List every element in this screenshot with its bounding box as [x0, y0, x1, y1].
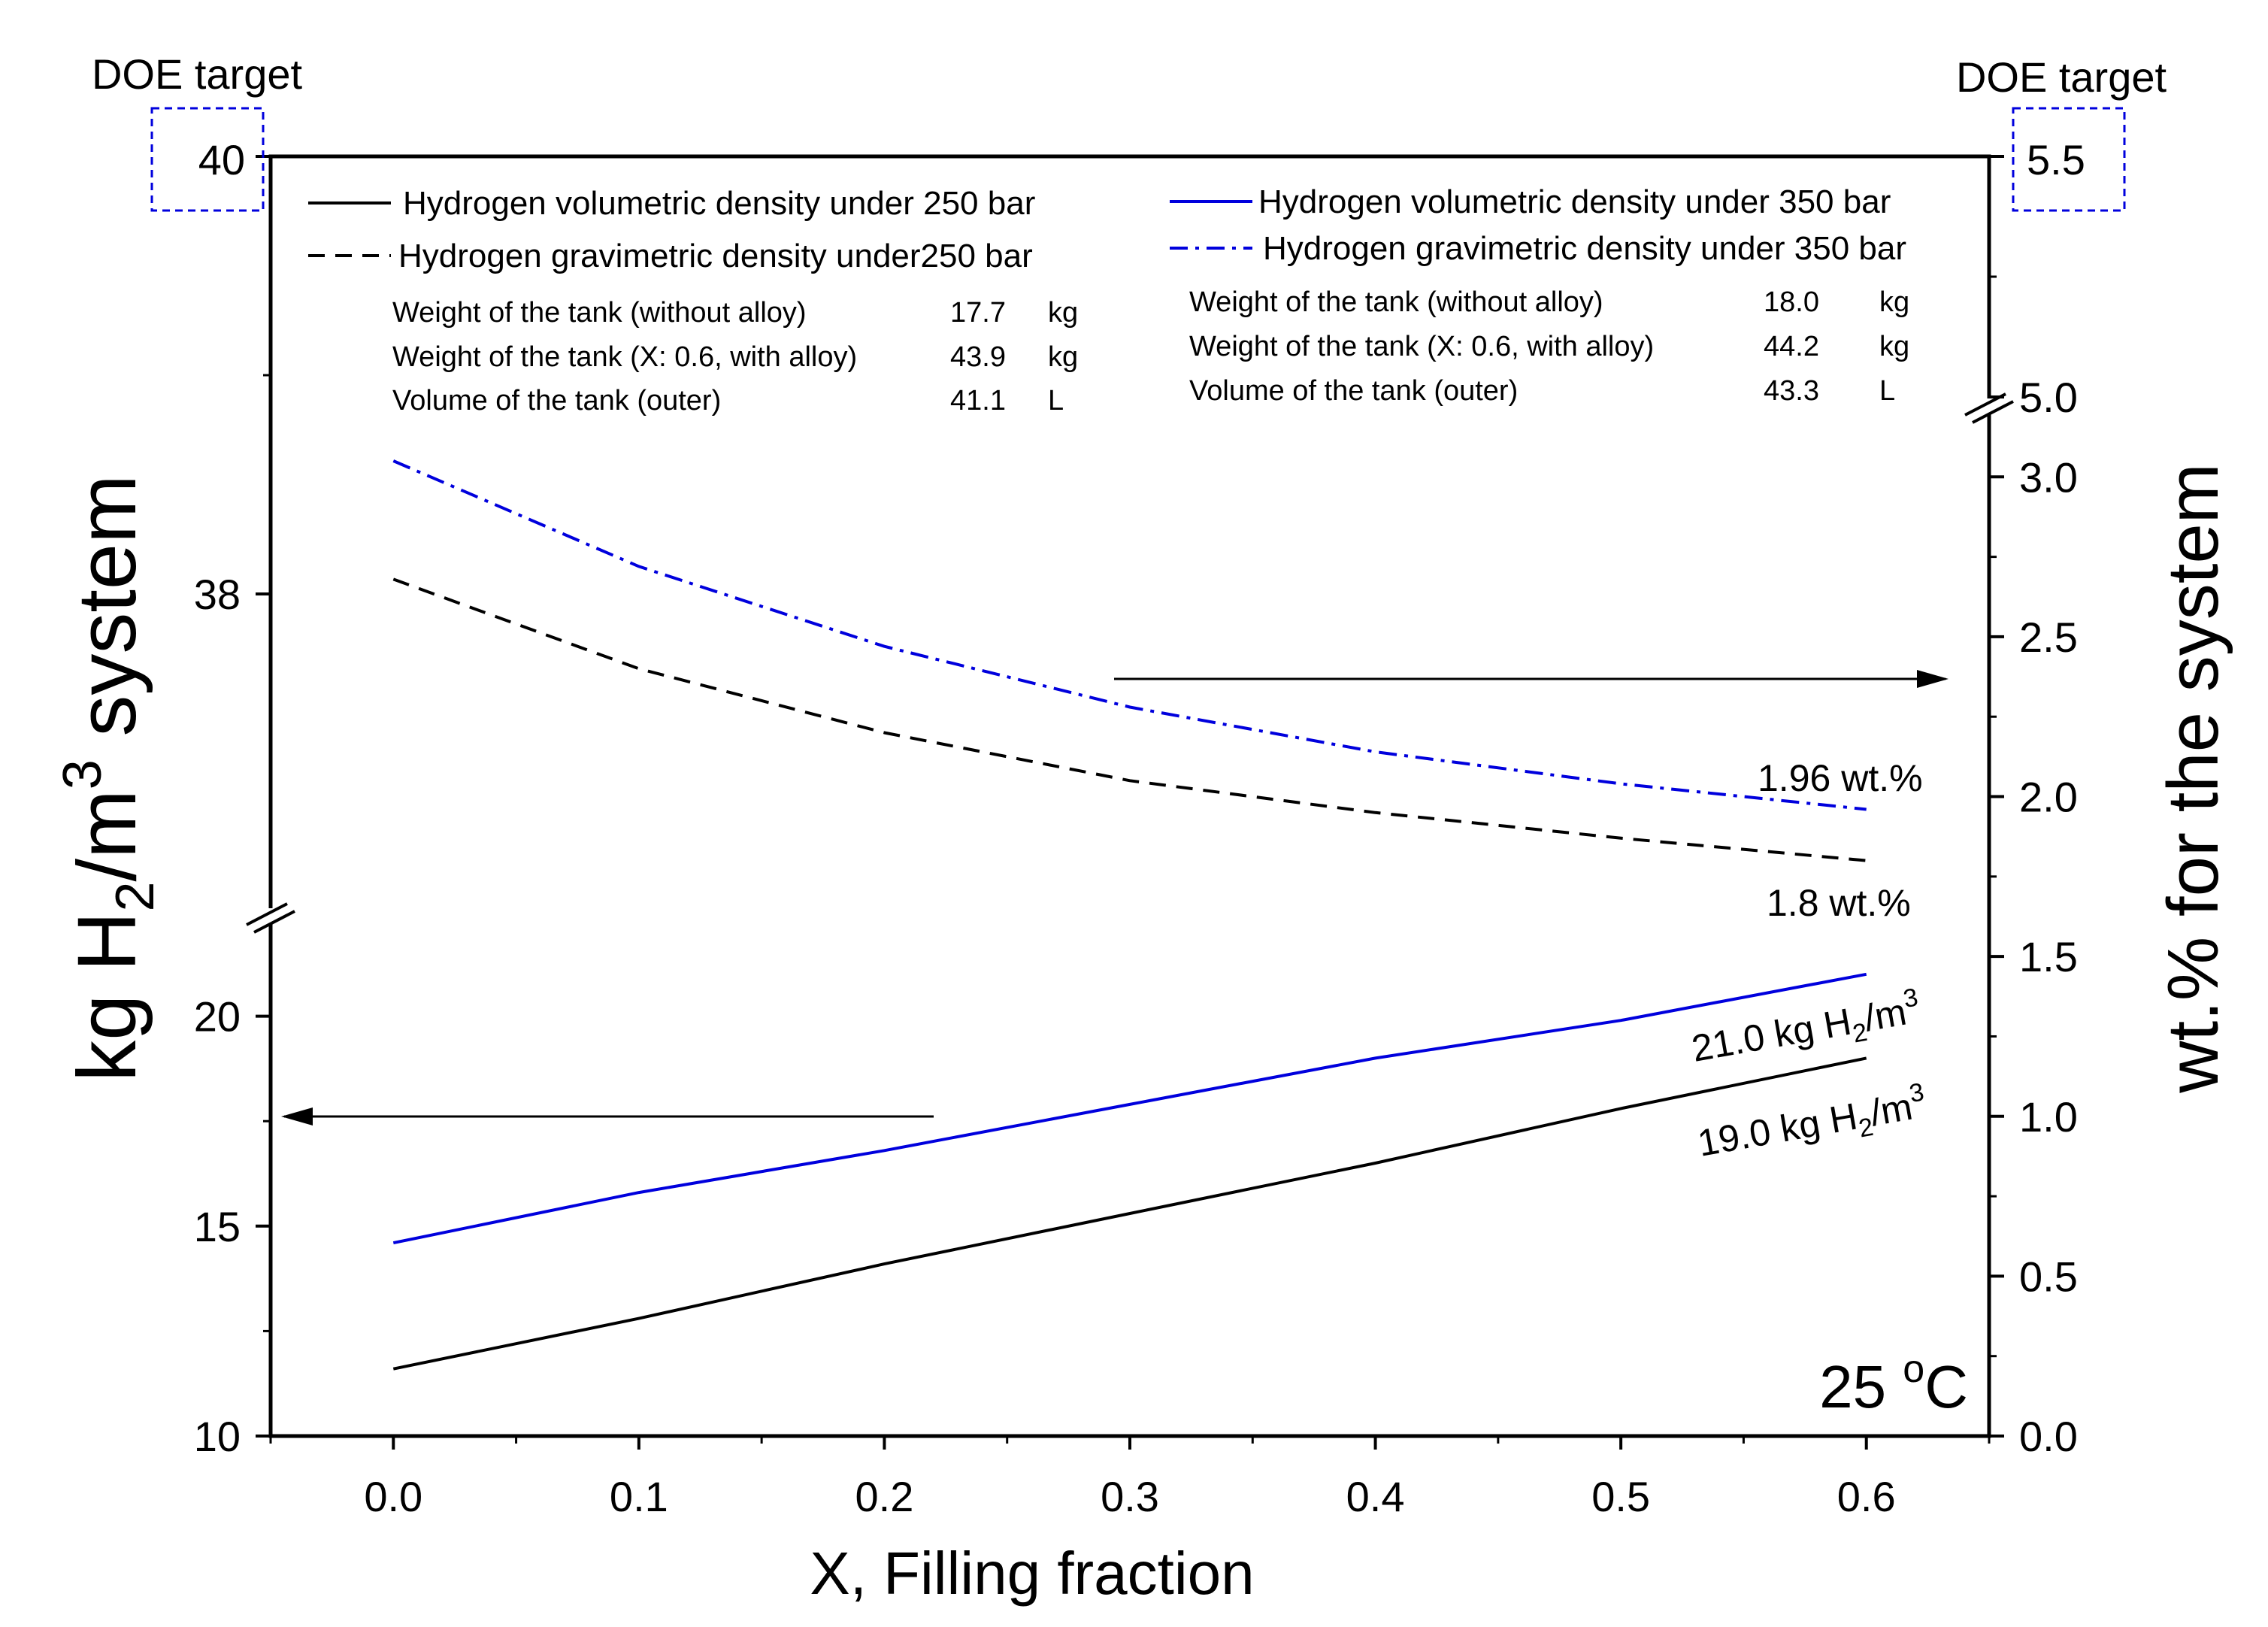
temperature-unit: C — [1924, 1353, 1968, 1420]
table-350-row-2-unit: L — [1879, 375, 1895, 407]
doe-target-right-box — [2012, 107, 2126, 212]
annotation-grav-350-end: 1.96 wt.% — [1758, 757, 1923, 799]
y-right-tick-label: 1.5 — [2019, 933, 2078, 980]
annotation-vol-350-mid: /m — [1861, 991, 1909, 1040]
y-axis-right-title: wt.% for the system — [2153, 463, 2233, 1094]
series-group — [392, 459, 1867, 1371]
annotation-vol-350-pre: 21.0 kg H — [1688, 1001, 1854, 1070]
axis-arrows — [281, 670, 1949, 1126]
annotation-vol-250-mid: /m — [1867, 1086, 1915, 1135]
arrow-left-axis-head — [281, 1107, 313, 1126]
table-350-row-1-label: Weight of the tank (X: 0.6, with alloy) — [1189, 331, 1654, 362]
series-line-0 — [392, 1056, 1867, 1371]
table-250-row-0-label: Weight of the tank (without alloy) — [392, 297, 807, 329]
y-right-tick-label: 2.5 — [2019, 614, 2078, 661]
y-axis-left-title: kg H2/m3 system — [53, 474, 165, 1081]
x-tick-label: 0.0 — [364, 1473, 422, 1520]
table-250-row-2-unit: L — [1048, 385, 1064, 417]
y-left-title-sup: 3 — [53, 759, 113, 789]
temperature-value: 25 — [1819, 1353, 1903, 1420]
left-axis-break-slash — [246, 902, 288, 926]
y-left-tick-label: 15 — [194, 1203, 241, 1250]
temperature-label: 25 oC — [1819, 1347, 1968, 1420]
tank-table-250: Weight of the tank (without alloy) 17.7 … — [392, 297, 1078, 417]
doe-target-left-label: DOE target — [92, 50, 303, 98]
axis-breaks — [246, 392, 2014, 934]
table-250-row-0-value: 17.7 — [950, 297, 1006, 329]
x-tick-label: 0.1 — [610, 1473, 668, 1520]
doe-target-right-label: DOE target — [1956, 53, 2167, 101]
y-right-tick-label: 0.0 — [2019, 1413, 2078, 1460]
doe-target-left-box — [150, 107, 265, 212]
y-left-tick-label: 10 — [194, 1413, 241, 1460]
doe-target-left-value: 40 — [198, 136, 245, 183]
table-350-row-0-label: Weight of the tank (without alloy) — [1189, 286, 1603, 318]
series-line-3 — [392, 459, 1867, 811]
legend-label-grav-250: Hydrogen gravimetric density under250 ba… — [398, 238, 1033, 274]
y-left-title-pre: kg H — [61, 912, 153, 1082]
right-axis-break-slash — [1972, 400, 2014, 424]
y-right-tick-label: 3.0 — [2019, 453, 2078, 501]
x-axis-title: X, Filling fraction — [810, 1540, 1254, 1607]
legend: Hydrogen volumetric density under 250 ba… — [308, 183, 1906, 274]
doe-target-right: DOE target 5.5 — [1956, 53, 2167, 212]
table-250-row-2-label: Volume of the tank (outer) — [392, 385, 721, 417]
table-350-row-0-unit: kg — [1879, 286, 1909, 318]
series-line-2 — [392, 972, 1867, 1245]
table-350-row-0-value: 18.0 — [1764, 286, 1819, 318]
y-left-tick-label: 38 — [194, 571, 241, 618]
tank-table-350: Weight of the tank (without alloy) 18.0 … — [1189, 286, 1909, 407]
y-right-tick-label: 5.0 — [2019, 374, 2078, 421]
y-right-tick-label: 0.5 — [2019, 1253, 2078, 1300]
annotation-grav-250-end: 1.8 wt.% — [1767, 882, 1911, 924]
x-tick-label: 0.5 — [1591, 1473, 1650, 1520]
arrow-right-axis-head — [1917, 670, 1949, 688]
legend-label-vol-250: Hydrogen volumetric density under 250 ba… — [403, 185, 1035, 222]
table-250-row-1-label: Weight of the tank (X: 0.6, with alloy) — [392, 341, 857, 373]
table-250-row-2-value: 41.1 — [950, 385, 1006, 417]
legend-label-vol-350: Hydrogen volumetric density under 350 ba… — [1258, 183, 1891, 220]
table-350-row-2-value: 43.3 — [1764, 375, 1819, 407]
table-250-row-1-value: 43.9 — [950, 341, 1006, 373]
table-350-row-1-value: 44.2 — [1764, 331, 1819, 362]
doe-target-left: DOE target 40 — [92, 50, 303, 212]
x-tick-label: 0.4 — [1346, 1473, 1405, 1520]
y-left-title-sub: 2 — [105, 881, 165, 911]
table-350-row-1-unit: kg — [1879, 331, 1909, 362]
y-left-tick-label: 20 — [194, 993, 241, 1041]
legend-label-grav-350: Hydrogen gravimetric density under 350 b… — [1263, 230, 1906, 267]
y-left-title-mid: /m — [61, 789, 153, 881]
y-right-tick-label: 2.0 — [2019, 774, 2078, 821]
y-right-tick-label: 1.0 — [2019, 1093, 2078, 1141]
annotation-vol-250-pre: 19.0 kg H — [1694, 1095, 1860, 1165]
x-tick-label: 0.6 — [1837, 1473, 1896, 1520]
table-250-row-1-unit: kg — [1048, 341, 1078, 373]
table-250-row-0-unit: kg — [1048, 297, 1078, 329]
y-left-title-post: system — [61, 474, 153, 759]
axis-ticks: 0.0 0.1 0.2 0.3 0.4 0.5 0.6 10 15 20 38 0.0 0.5 1.0 1.… — [194, 155, 2078, 1520]
doe-target-right-value: 5.5 — [2027, 136, 2085, 183]
x-tick-label: 0.3 — [1101, 1473, 1159, 1520]
table-350-row-2-label: Volume of the tank (outer) — [1189, 375, 1518, 407]
left-axis-break-slash — [253, 910, 295, 934]
annotation-vol-350-end: 21.0 kg H2/m3 — [1688, 983, 1924, 1076]
series-line-1 — [392, 577, 1867, 862]
annotation-vol-250-end: 19.0 kg H2/m3 — [1694, 1077, 1930, 1171]
x-tick-label: 0.2 — [855, 1473, 913, 1520]
temperature-degree: o — [1903, 1347, 1924, 1391]
